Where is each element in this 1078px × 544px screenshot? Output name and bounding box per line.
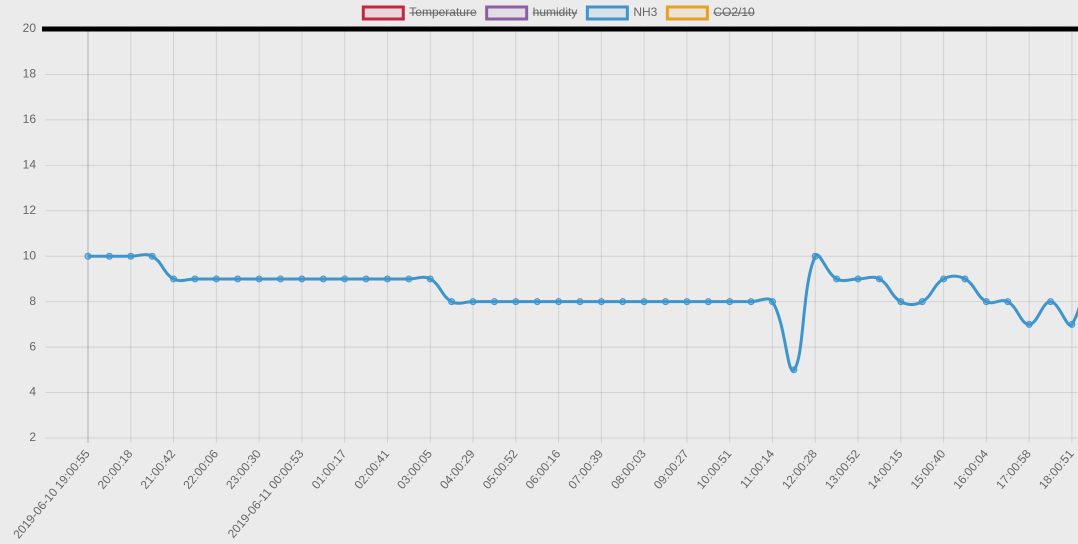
x-tick-label: 02:00:41: [351, 447, 392, 492]
x-tick-label: 22:00:06: [180, 447, 221, 492]
legend-label: CO2/10: [713, 5, 755, 19]
data-point: [704, 298, 712, 306]
legend-label: humidity: [533, 5, 578, 19]
y-tick-label: 18: [23, 67, 37, 81]
x-tick-label: 03:00:05: [394, 447, 435, 492]
x-tick-label: 16:00:04: [950, 447, 991, 492]
y-tick-label: 12: [23, 203, 37, 217]
data-point: [640, 298, 648, 306]
data-point: [576, 298, 584, 306]
data-point: [768, 298, 776, 306]
data-point: [533, 298, 541, 306]
y-tick-label: 4: [29, 385, 36, 399]
x-tick-label: 11:00:14: [737, 447, 777, 491]
legend-swatch: [665, 5, 709, 21]
data-point: [1047, 298, 1055, 306]
data-point: [982, 298, 990, 306]
x-tick-label: 05:00:52: [480, 447, 521, 492]
legend-label: NH3: [633, 5, 657, 19]
data-point: [747, 298, 755, 306]
data-point: [341, 275, 349, 283]
x-tick-label: 12:00:28: [779, 447, 820, 492]
data-point: [1004, 298, 1012, 306]
x-tick-label: 17:00:58: [993, 447, 1034, 492]
x-tick-label: 08:00:03: [608, 447, 649, 492]
data-point: [405, 275, 413, 283]
x-tick-label: 07:00:39: [565, 447, 606, 492]
data-point: [469, 298, 477, 306]
legend-swatch: [585, 5, 629, 21]
y-tick-label: 14: [23, 158, 37, 172]
data-point: [127, 252, 135, 260]
x-tick-label: 01:00:17: [309, 447, 350, 492]
data-point: [619, 298, 627, 306]
x-tick-label: 2019-06-10 19:00:55: [10, 447, 93, 542]
data-point: [490, 298, 498, 306]
data-point: [191, 275, 199, 283]
data-point: [790, 366, 798, 374]
legend-label: Temperature: [409, 5, 477, 19]
legend: Temperature humidity NH3 CO2/10: [361, 5, 755, 21]
data-point: [170, 275, 178, 283]
y-tick-label: 2: [29, 430, 36, 444]
data-point: [448, 298, 456, 306]
x-tick-label: 15:00:40: [908, 447, 949, 492]
data-point: [555, 298, 563, 306]
legend-item: CO2/10: [665, 5, 755, 21]
y-tick-label: 10: [23, 248, 37, 262]
data-point: [597, 298, 605, 306]
data-point: [362, 275, 370, 283]
data-point: [1068, 320, 1076, 328]
data-point: [383, 275, 391, 283]
y-tick-label: 20: [23, 21, 37, 35]
data-point: [662, 298, 670, 306]
x-tick-label: 04:00:29: [437, 447, 478, 492]
data-point: [277, 275, 285, 283]
x-tick-label: 2019-06-11 00:00:53: [225, 447, 307, 541]
data-point: [426, 275, 434, 283]
data-point: [298, 275, 306, 283]
data-point: [84, 252, 92, 260]
legend-item: humidity: [485, 5, 578, 21]
data-point: [1025, 320, 1033, 328]
data-point: [683, 298, 691, 306]
data-point: [854, 275, 862, 283]
data-point: [918, 298, 926, 306]
data-point: [811, 252, 819, 260]
data-point: [255, 275, 263, 283]
data-point: [875, 275, 883, 283]
y-tick-label: 6: [29, 339, 36, 353]
x-tick-label: 18:00:51: [1036, 447, 1077, 492]
data-point: [833, 275, 841, 283]
x-tick-label: 09:00:27: [651, 447, 692, 492]
data-point: [319, 275, 327, 283]
legend-swatch: [485, 5, 529, 21]
x-tick-label: 21:00:42: [138, 447, 179, 492]
data-point: [105, 252, 113, 260]
y-tick-label: 8: [29, 294, 36, 308]
y-tick-label: 16: [23, 112, 37, 126]
data-point: [148, 252, 156, 260]
x-tick-label: 20:00:18: [95, 447, 136, 492]
x-tick-label: 23:00:30: [223, 447, 264, 492]
legend-item: Temperature: [361, 5, 477, 21]
x-tick-label: 13:00:52: [822, 447, 863, 492]
legend-item: NH3: [585, 5, 658, 21]
data-point: [897, 298, 905, 306]
x-tick-label: 10:00:51: [694, 447, 735, 492]
data-point: [512, 298, 520, 306]
data-point: [961, 275, 969, 283]
x-tick-label: 06:00:16: [523, 447, 564, 492]
data-point: [212, 275, 220, 283]
legend-swatch: [361, 5, 405, 21]
data-point: [234, 275, 242, 283]
data-point: [726, 298, 734, 306]
data-point: [940, 275, 948, 283]
x-tick-label: 14:00:15: [865, 447, 906, 492]
